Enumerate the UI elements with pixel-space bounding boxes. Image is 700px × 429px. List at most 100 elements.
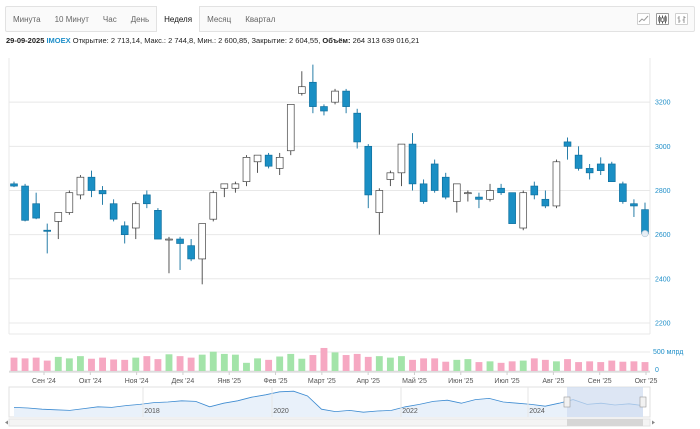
volume-bar bbox=[464, 359, 472, 371]
candle-body bbox=[508, 192, 516, 224]
x-tick-label: Авг '25 bbox=[542, 378, 564, 385]
candle bbox=[143, 190, 151, 209]
volume-bar bbox=[508, 361, 516, 371]
volume-bar bbox=[420, 358, 428, 371]
candle-body bbox=[120, 225, 129, 235]
x-tick-label: Сен '25 bbox=[588, 378, 612, 385]
tab-month[interactable]: Месяц bbox=[207, 14, 232, 24]
volume-bar bbox=[187, 357, 195, 371]
tab-minute[interactable]: Минута bbox=[13, 14, 41, 24]
candle-body bbox=[497, 187, 505, 194]
tab-quarter[interactable]: Квартал bbox=[245, 14, 276, 24]
navigator-handle-right[interactable] bbox=[639, 396, 647, 408]
candle-body bbox=[275, 157, 284, 169]
candle bbox=[65, 190, 74, 215]
candle bbox=[386, 170, 395, 187]
tab-week[interactable]: Неделя bbox=[156, 6, 201, 32]
candle-body bbox=[408, 143, 417, 185]
candle bbox=[154, 208, 162, 240]
candle bbox=[209, 190, 218, 222]
candle bbox=[231, 181, 240, 193]
candle bbox=[331, 88, 339, 105]
candle bbox=[309, 64, 317, 114]
x-tick-label: Дек '24 bbox=[172, 378, 195, 385]
y-tick-label: 2800 bbox=[655, 188, 671, 195]
candle-body bbox=[286, 104, 295, 152]
volume-bar bbox=[21, 358, 29, 371]
info-open: 2 713,14, bbox=[110, 36, 143, 45]
bar-chart-icon[interactable] bbox=[675, 13, 688, 25]
volume-bar bbox=[453, 359, 461, 371]
volume-tick-label: 0 bbox=[655, 367, 659, 374]
candle bbox=[220, 183, 229, 198]
info-ticker: IMOEX bbox=[46, 36, 71, 45]
candle-body bbox=[165, 238, 173, 241]
candle bbox=[165, 236, 173, 274]
x-tick-label: Фев '25 bbox=[264, 378, 288, 385]
candle-body bbox=[596, 163, 605, 171]
info-high-label: Макс.: bbox=[144, 36, 166, 45]
candle-body bbox=[76, 176, 85, 196]
info-volume: 264 313 639 016,21 bbox=[352, 36, 420, 45]
scroll-left-arrow-icon[interactable] bbox=[5, 420, 8, 425]
volume-bar bbox=[298, 358, 306, 371]
tab-10-minutes[interactable]: 10 Минут bbox=[54, 14, 89, 24]
candle-body bbox=[453, 183, 461, 202]
candle bbox=[486, 183, 494, 202]
volume-bar bbox=[486, 361, 494, 371]
x-tick-label: Июл '25 bbox=[494, 378, 519, 385]
volume-bar bbox=[564, 359, 571, 371]
candle bbox=[198, 223, 206, 285]
candlestick-chart-icon[interactable] bbox=[656, 13, 669, 25]
candle bbox=[43, 223, 51, 254]
volume-bar bbox=[442, 361, 450, 371]
volume-bar bbox=[519, 360, 527, 371]
info-low-label: Мин.: bbox=[197, 36, 217, 45]
candle bbox=[275, 152, 284, 176]
candle-body bbox=[430, 163, 439, 191]
candle bbox=[585, 163, 594, 180]
candle bbox=[574, 146, 583, 171]
x-tick-label: Ноя '24 bbox=[125, 378, 149, 385]
tab-day[interactable]: День bbox=[130, 14, 150, 24]
candle bbox=[10, 181, 18, 188]
candle-body bbox=[143, 194, 151, 205]
volume-bar bbox=[76, 356, 84, 371]
candle-body bbox=[608, 163, 616, 182]
candle-body bbox=[198, 223, 206, 260]
navigator-line bbox=[13, 390, 644, 413]
x-tick-label: Май '25 bbox=[402, 377, 427, 385]
line-chart-icon[interactable] bbox=[637, 13, 650, 25]
volume-bar bbox=[331, 352, 339, 371]
volume-bar bbox=[530, 358, 538, 371]
volume-bar bbox=[143, 356, 151, 371]
volume-bar bbox=[65, 358, 73, 371]
candle-body bbox=[475, 196, 483, 200]
candle bbox=[76, 175, 85, 200]
candle bbox=[375, 188, 384, 235]
candle-body bbox=[309, 81, 317, 107]
volume-bar bbox=[110, 359, 118, 371]
candle bbox=[353, 108, 361, 149]
volume-bar bbox=[121, 359, 129, 371]
scrollbar-thumb[interactable] bbox=[567, 419, 643, 426]
candle bbox=[497, 183, 505, 195]
volume-bar bbox=[320, 347, 328, 371]
candle bbox=[242, 155, 251, 187]
candle bbox=[552, 159, 561, 209]
candle bbox=[408, 133, 417, 191]
candle-body bbox=[574, 154, 583, 169]
tab-hour[interactable]: Час bbox=[102, 14, 117, 24]
candle-body bbox=[397, 143, 406, 174]
candle-body bbox=[154, 210, 162, 240]
navigator-handle-left[interactable] bbox=[563, 396, 571, 408]
candle bbox=[176, 236, 184, 270]
volume-bar bbox=[10, 357, 18, 371]
info-low: 2 600,85, bbox=[218, 36, 250, 45]
info-date: 29-09-2025 bbox=[6, 36, 45, 45]
last-price-marker bbox=[641, 230, 649, 238]
candle-body bbox=[231, 183, 240, 189]
candle-body bbox=[320, 106, 328, 112]
scroll-right-arrow-icon[interactable] bbox=[652, 420, 655, 425]
candle-body bbox=[187, 245, 195, 260]
